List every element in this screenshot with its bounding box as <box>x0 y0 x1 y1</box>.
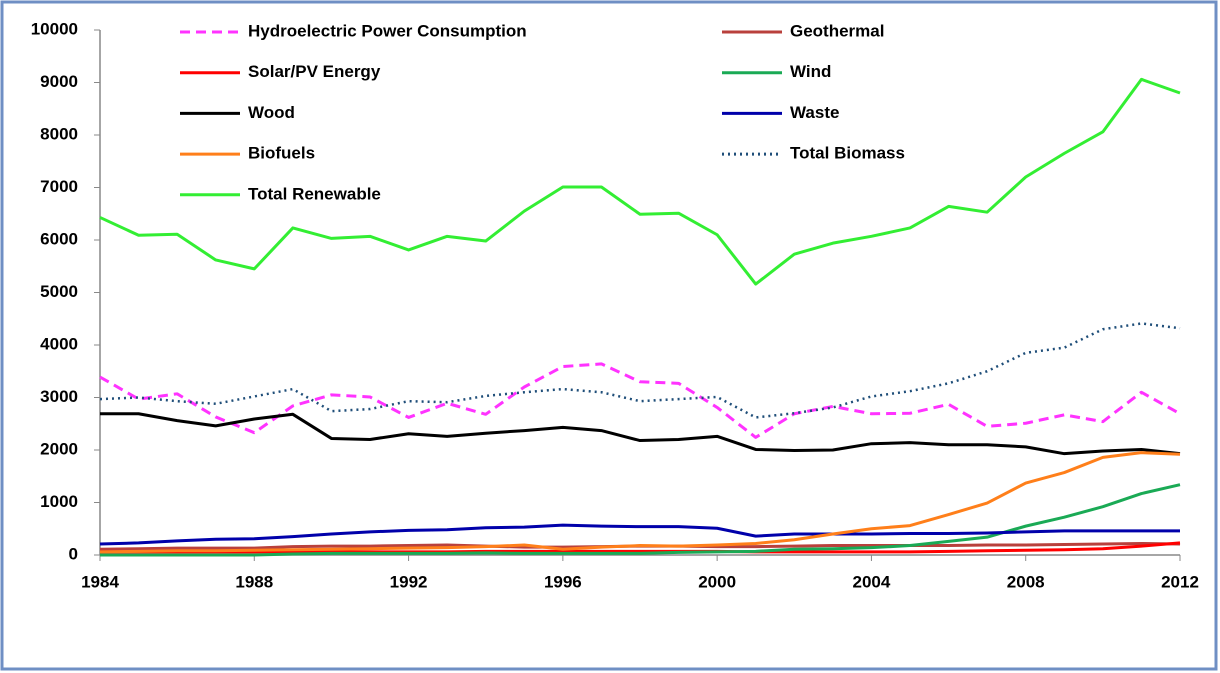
legend-label: Waste <box>790 103 839 122</box>
x-tick-label: 2004 <box>853 572 891 591</box>
y-tick-label: 0 <box>69 544 78 563</box>
x-tick-label: 1988 <box>235 572 273 591</box>
y-tick-label: 2000 <box>40 439 78 458</box>
x-tick-label: 1992 <box>390 572 428 591</box>
y-tick-label: 6000 <box>40 229 78 248</box>
y-tick-label: 5000 <box>40 282 78 301</box>
y-tick-label: 4000 <box>40 334 78 353</box>
x-tick-label: 2008 <box>1007 572 1045 591</box>
legend-label: Hydroelectric Power Consumption <box>248 21 527 40</box>
y-tick-label: 9000 <box>40 72 78 91</box>
legend-label: Wind <box>790 62 831 81</box>
legend-label: Biofuels <box>248 144 315 163</box>
legend-label: Total Renewable <box>248 184 381 203</box>
y-tick-label: 10000 <box>31 19 78 38</box>
series-line <box>99 322 1181 419</box>
y-tick-label: 3000 <box>40 387 78 406</box>
x-tick-label: 1984 <box>81 572 119 591</box>
x-tick-label: 2012 <box>1161 572 1199 591</box>
legend-label: Wood <box>248 103 295 122</box>
y-tick-label: 1000 <box>40 492 78 511</box>
series-line <box>99 77 1181 286</box>
series-line <box>99 523 1180 546</box>
y-tick-label: 7000 <box>40 177 78 196</box>
legend-label: Solar/PV Energy <box>248 62 381 81</box>
series-line <box>99 451 1181 554</box>
legend-label: Total Biomass <box>790 144 905 163</box>
series-line <box>100 412 1181 456</box>
legend-label: Geothermal <box>790 21 884 40</box>
x-tick-label: 2000 <box>698 572 736 591</box>
series-line <box>100 541 1181 554</box>
y-tick-label: 8000 <box>40 124 78 143</box>
x-tick-label: 1996 <box>544 572 582 591</box>
